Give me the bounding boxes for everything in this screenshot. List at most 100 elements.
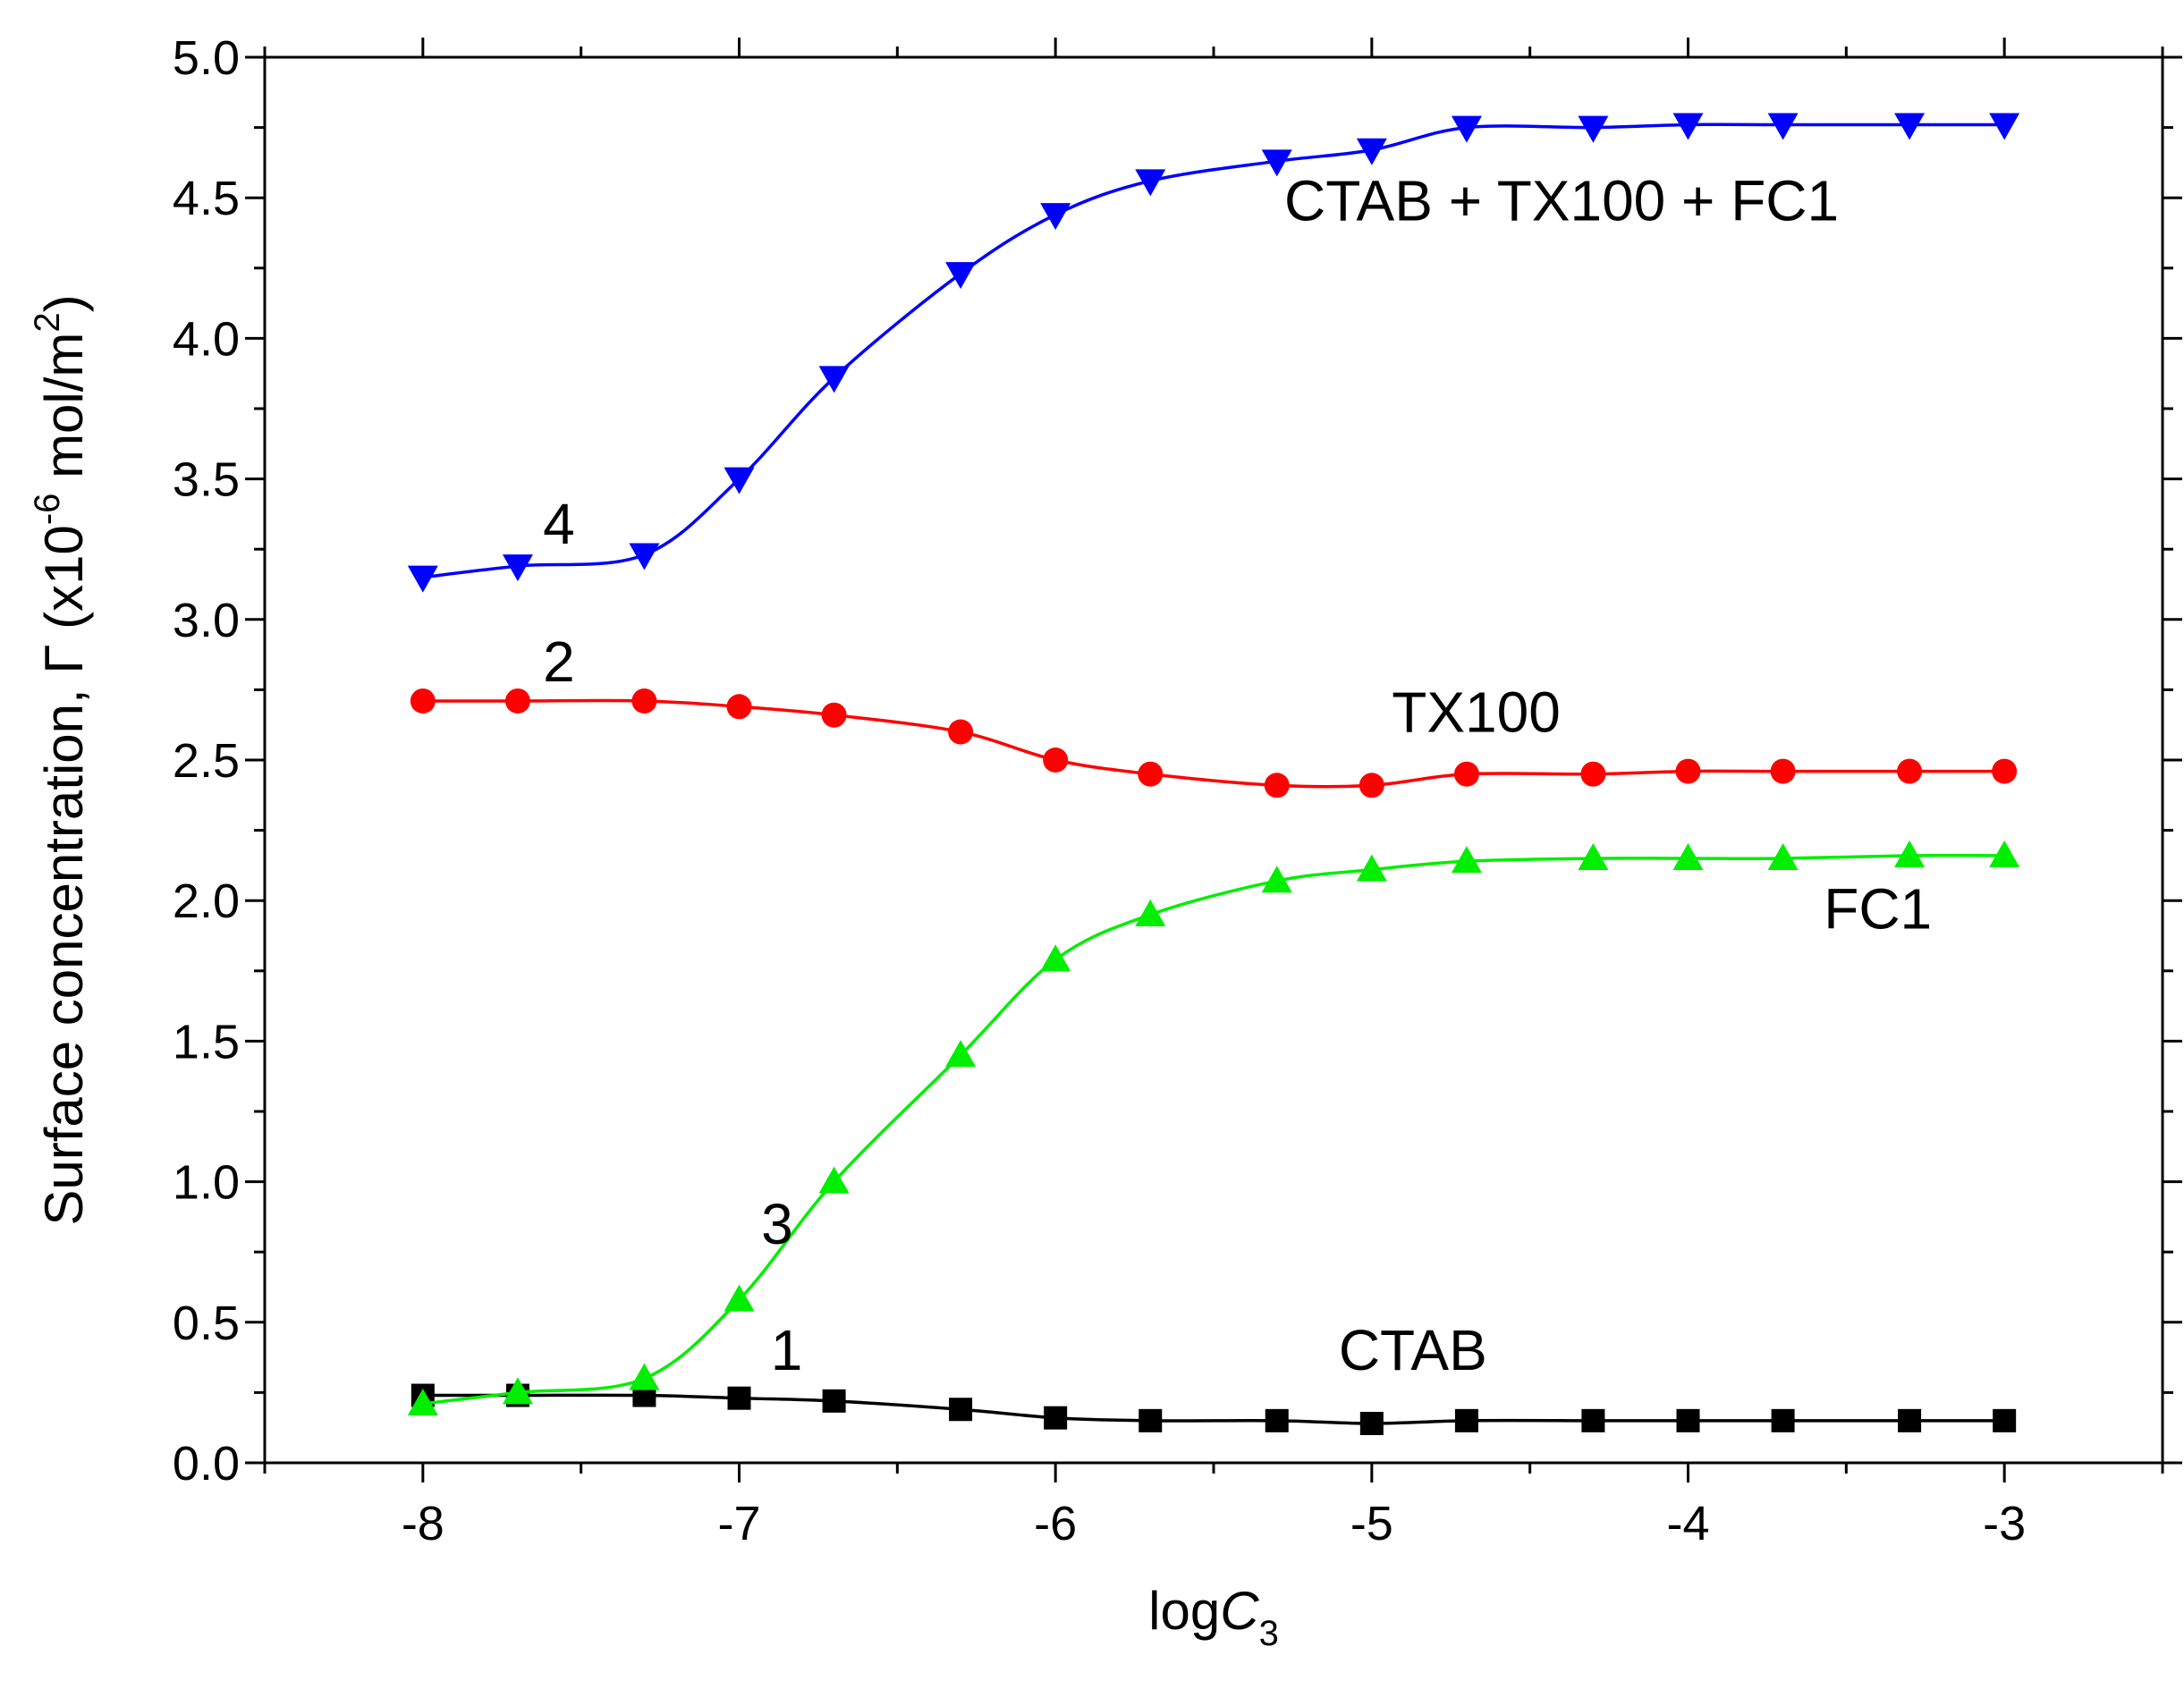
y-axis-title-text: Surface concentration, Γ (x10 xyxy=(34,525,94,1225)
data-point-fc1 xyxy=(1451,846,1482,874)
data-point-ctab xyxy=(727,1386,751,1410)
data-point-ctab xyxy=(1581,1408,1605,1432)
data-point-ctab xyxy=(1139,1408,1163,1432)
series-tx100 xyxy=(410,688,2018,798)
data-point-ctab-tx100-fc1 xyxy=(1451,115,1482,143)
y-tick-label: 3.0 xyxy=(173,594,240,647)
series-line-tx100 xyxy=(422,698,2005,789)
data-point-tx100 xyxy=(1992,758,2018,784)
data-point-ctab xyxy=(949,1398,973,1422)
data-point-tx100 xyxy=(948,719,974,745)
x-tick-label: -7 xyxy=(717,1497,760,1550)
data-point-fc1 xyxy=(818,1166,850,1194)
data-point-fc1 xyxy=(1989,840,2020,867)
data-point-tx100 xyxy=(1138,761,1164,787)
x-tick-label: -8 xyxy=(402,1497,444,1550)
data-point-tx100 xyxy=(1453,761,1479,787)
series-ctab-tx100-fc1 xyxy=(407,113,2020,593)
series-name-label-ctab: CTAB xyxy=(1339,1318,1487,1382)
x-tick-label: -5 xyxy=(1350,1497,1393,1550)
data-point-ctab-tx100-fc1 xyxy=(1040,203,1071,231)
plot-frame xyxy=(263,55,2164,1465)
x-axis-title-prefix: log xyxy=(1148,1581,1220,1641)
data-point-fc1 xyxy=(1356,854,1387,882)
data-point-ctab xyxy=(1898,1408,1922,1432)
data-point-ctab-tx100-fc1 xyxy=(818,366,850,393)
y-tick-label: 1.5 xyxy=(173,1015,240,1069)
data-point-ctab-tx100-fc1 xyxy=(1672,113,1704,140)
data-point-tx100 xyxy=(1580,761,1606,787)
y-tick-label: 2.0 xyxy=(173,874,240,928)
data-point-ctab xyxy=(1044,1406,1068,1430)
data-point-tx100 xyxy=(726,694,752,720)
data-point-ctab-tx100-fc1 xyxy=(1767,113,1799,140)
data-point-ctab-tx100-fc1 xyxy=(502,554,533,582)
data-point-ctab xyxy=(1454,1408,1478,1432)
data-point-ctab xyxy=(1993,1408,2017,1432)
data-point-ctab-tx100-fc1 xyxy=(1135,169,1166,197)
series-line-ctab-tx100-fc1 xyxy=(422,122,2005,579)
data-point-fc1 xyxy=(1040,944,1071,972)
data-point-ctab-tx100-fc1 xyxy=(1356,138,1387,165)
curve-number-label-ctab-tx100-fc1: 4 xyxy=(543,492,575,556)
data-point-ctab-tx100-fc1 xyxy=(1894,113,1926,140)
data-point-fc1 xyxy=(1578,843,1609,871)
y-tick-label: 0.0 xyxy=(173,1437,240,1491)
ticks-layer: -8 -7 -6 -5 -4 -3 0.0 0.5 1.0 1.5 2.0 2.5 3.0 3.5 4.0 4… xyxy=(173,31,2182,1550)
x-tick-label: -6 xyxy=(1034,1497,1077,1550)
x-axis-title-variable: C xyxy=(1220,1581,1259,1641)
curve-number-label-ctab: 1 xyxy=(771,1318,803,1382)
series-line-fc1 xyxy=(422,853,2005,1406)
data-point-ctab xyxy=(822,1389,846,1413)
x-axis-title-subscript: 3 xyxy=(1259,1614,1279,1653)
data-point-tx100 xyxy=(410,688,436,714)
data-point-tx100 xyxy=(1770,758,1796,784)
series-line-ctab xyxy=(422,1393,2005,1425)
y-axis-title: Surface concentration, Γ (x10-6 mol/m2) xyxy=(28,294,94,1225)
annot-layer: CTAB + TX100 + FC1 TX100 FC1 CTAB 4 2 3 1 xyxy=(543,168,1932,1382)
data-point-tx100 xyxy=(631,688,657,714)
data-point-ctab-tx100-fc1 xyxy=(1578,115,1609,143)
x-axis-title: logC3 xyxy=(1148,1581,1279,1653)
y-tick-label: 4.0 xyxy=(173,312,240,366)
y-tick-label: 2.5 xyxy=(173,734,240,788)
data-point-fc1 xyxy=(629,1363,660,1390)
data-point-fc1 xyxy=(407,1388,438,1415)
data-point-fc1 xyxy=(1767,843,1799,871)
data-point-tx100 xyxy=(1264,773,1290,798)
data-point-tx100 xyxy=(821,702,847,728)
data-point-ctab-tx100-fc1 xyxy=(945,262,977,290)
y-axis-title-unit: mol/m xyxy=(34,333,94,494)
series-ctab xyxy=(411,1383,2017,1435)
data-point-tx100 xyxy=(1675,758,1701,784)
data-point-tx100 xyxy=(1043,748,1069,773)
data-point-ctab xyxy=(1359,1411,1384,1435)
data-point-ctab-tx100-fc1 xyxy=(407,565,438,593)
series-name-label-ctab-tx100-fc1: CTAB + TX100 + FC1 xyxy=(1284,168,1839,232)
y-tick-label: 1.0 xyxy=(173,1156,240,1210)
series-name-label-fc1: FC1 xyxy=(1824,877,1932,942)
data-point-ctab xyxy=(1265,1408,1289,1432)
data-point-fc1 xyxy=(1672,843,1704,871)
data-point-fc1 xyxy=(1135,899,1166,926)
curve-number-label-fc1: 3 xyxy=(761,1192,793,1256)
data-point-tx100 xyxy=(1897,758,1923,784)
y-tick-label: 5.0 xyxy=(173,31,240,85)
data-point-ctab-tx100-fc1 xyxy=(629,543,660,570)
data-point-ctab xyxy=(1676,1408,1700,1432)
y-tick-label: 3.5 xyxy=(173,453,240,507)
x-tick-label: -4 xyxy=(1666,1497,1709,1550)
data-point-ctab-tx100-fc1 xyxy=(1989,113,2020,140)
data-point-ctab-tx100-fc1 xyxy=(724,467,755,494)
data-point-fc1 xyxy=(1261,866,1292,893)
curve-number-label-tx100: 2 xyxy=(543,629,575,694)
data-point-fc1 xyxy=(724,1284,755,1312)
data-point-tx100 xyxy=(504,688,530,714)
data-point-fc1 xyxy=(1894,840,1926,867)
data-point-fc1 xyxy=(945,1040,977,1068)
series-layer xyxy=(407,113,2020,1435)
data-point-ctab-tx100-fc1 xyxy=(1261,149,1292,177)
series-fc1 xyxy=(407,840,2020,1415)
y-axis-title-close: ) xyxy=(34,294,94,312)
